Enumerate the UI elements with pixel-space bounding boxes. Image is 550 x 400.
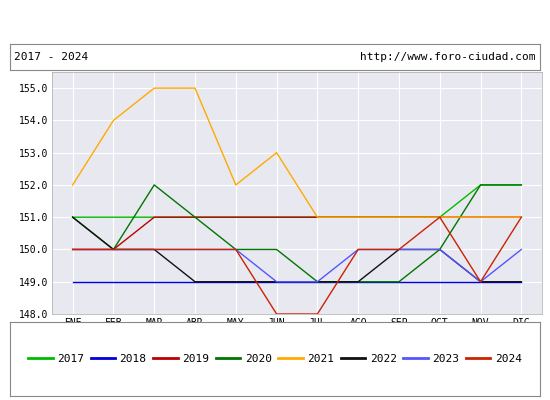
Legend: 2017, 2018, 2019, 2020, 2021, 2022, 2023, 2024: 2017, 2018, 2019, 2020, 2021, 2022, 2023… (24, 350, 526, 368)
Text: Evolucion num de emigrantes en Sabero: Evolucion num de emigrantes en Sabero (119, 14, 431, 28)
Text: http://www.foro-ciudad.com: http://www.foro-ciudad.com (360, 52, 536, 62)
Text: 2017 - 2024: 2017 - 2024 (14, 52, 89, 62)
